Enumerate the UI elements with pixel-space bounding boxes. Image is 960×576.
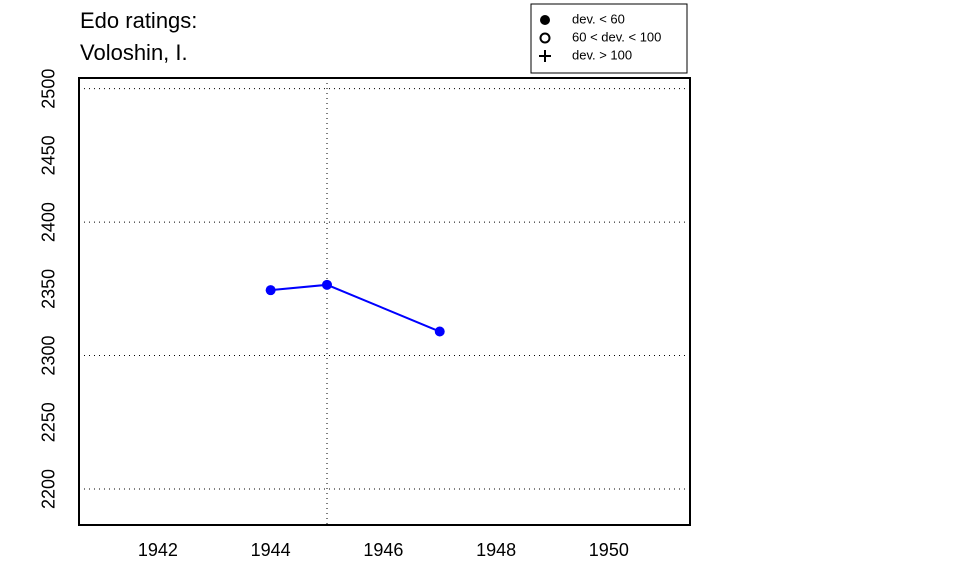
legend-label: 60 < dev. < 100 — [572, 29, 661, 44]
chart-title: Edo ratings: — [80, 8, 197, 33]
legend-label: dev. > 100 — [572, 47, 632, 62]
x-tick-label: 1946 — [363, 540, 403, 560]
data-point — [434, 326, 445, 337]
data-point — [265, 285, 276, 296]
y-tick-label: 2450 — [39, 135, 59, 175]
y-tick-label: 2400 — [39, 202, 59, 242]
y-tick-label: 2300 — [39, 336, 59, 376]
legend-box — [530, 3, 688, 74]
y-tick-label: 2250 — [39, 402, 59, 442]
legend-symbol — [539, 50, 551, 62]
y-tick-label: 2200 — [39, 469, 59, 509]
data-point — [322, 279, 333, 290]
legend-symbol — [539, 32, 551, 44]
y-tick-label: 2350 — [39, 269, 59, 309]
series-line — [270, 283, 441, 333]
x-tick-label: 1950 — [589, 540, 629, 560]
x-tick-label: 1944 — [251, 540, 291, 560]
x-tick-label: 1948 — [476, 540, 516, 560]
chart-title: Voloshin, I. — [80, 40, 188, 65]
x-tick-label: 1942 — [138, 540, 178, 560]
y-tick-label: 2500 — [39, 69, 59, 109]
legend-symbol — [540, 15, 550, 25]
legend-label: dev. < 60 — [572, 11, 625, 26]
plot-frame — [78, 77, 691, 526]
